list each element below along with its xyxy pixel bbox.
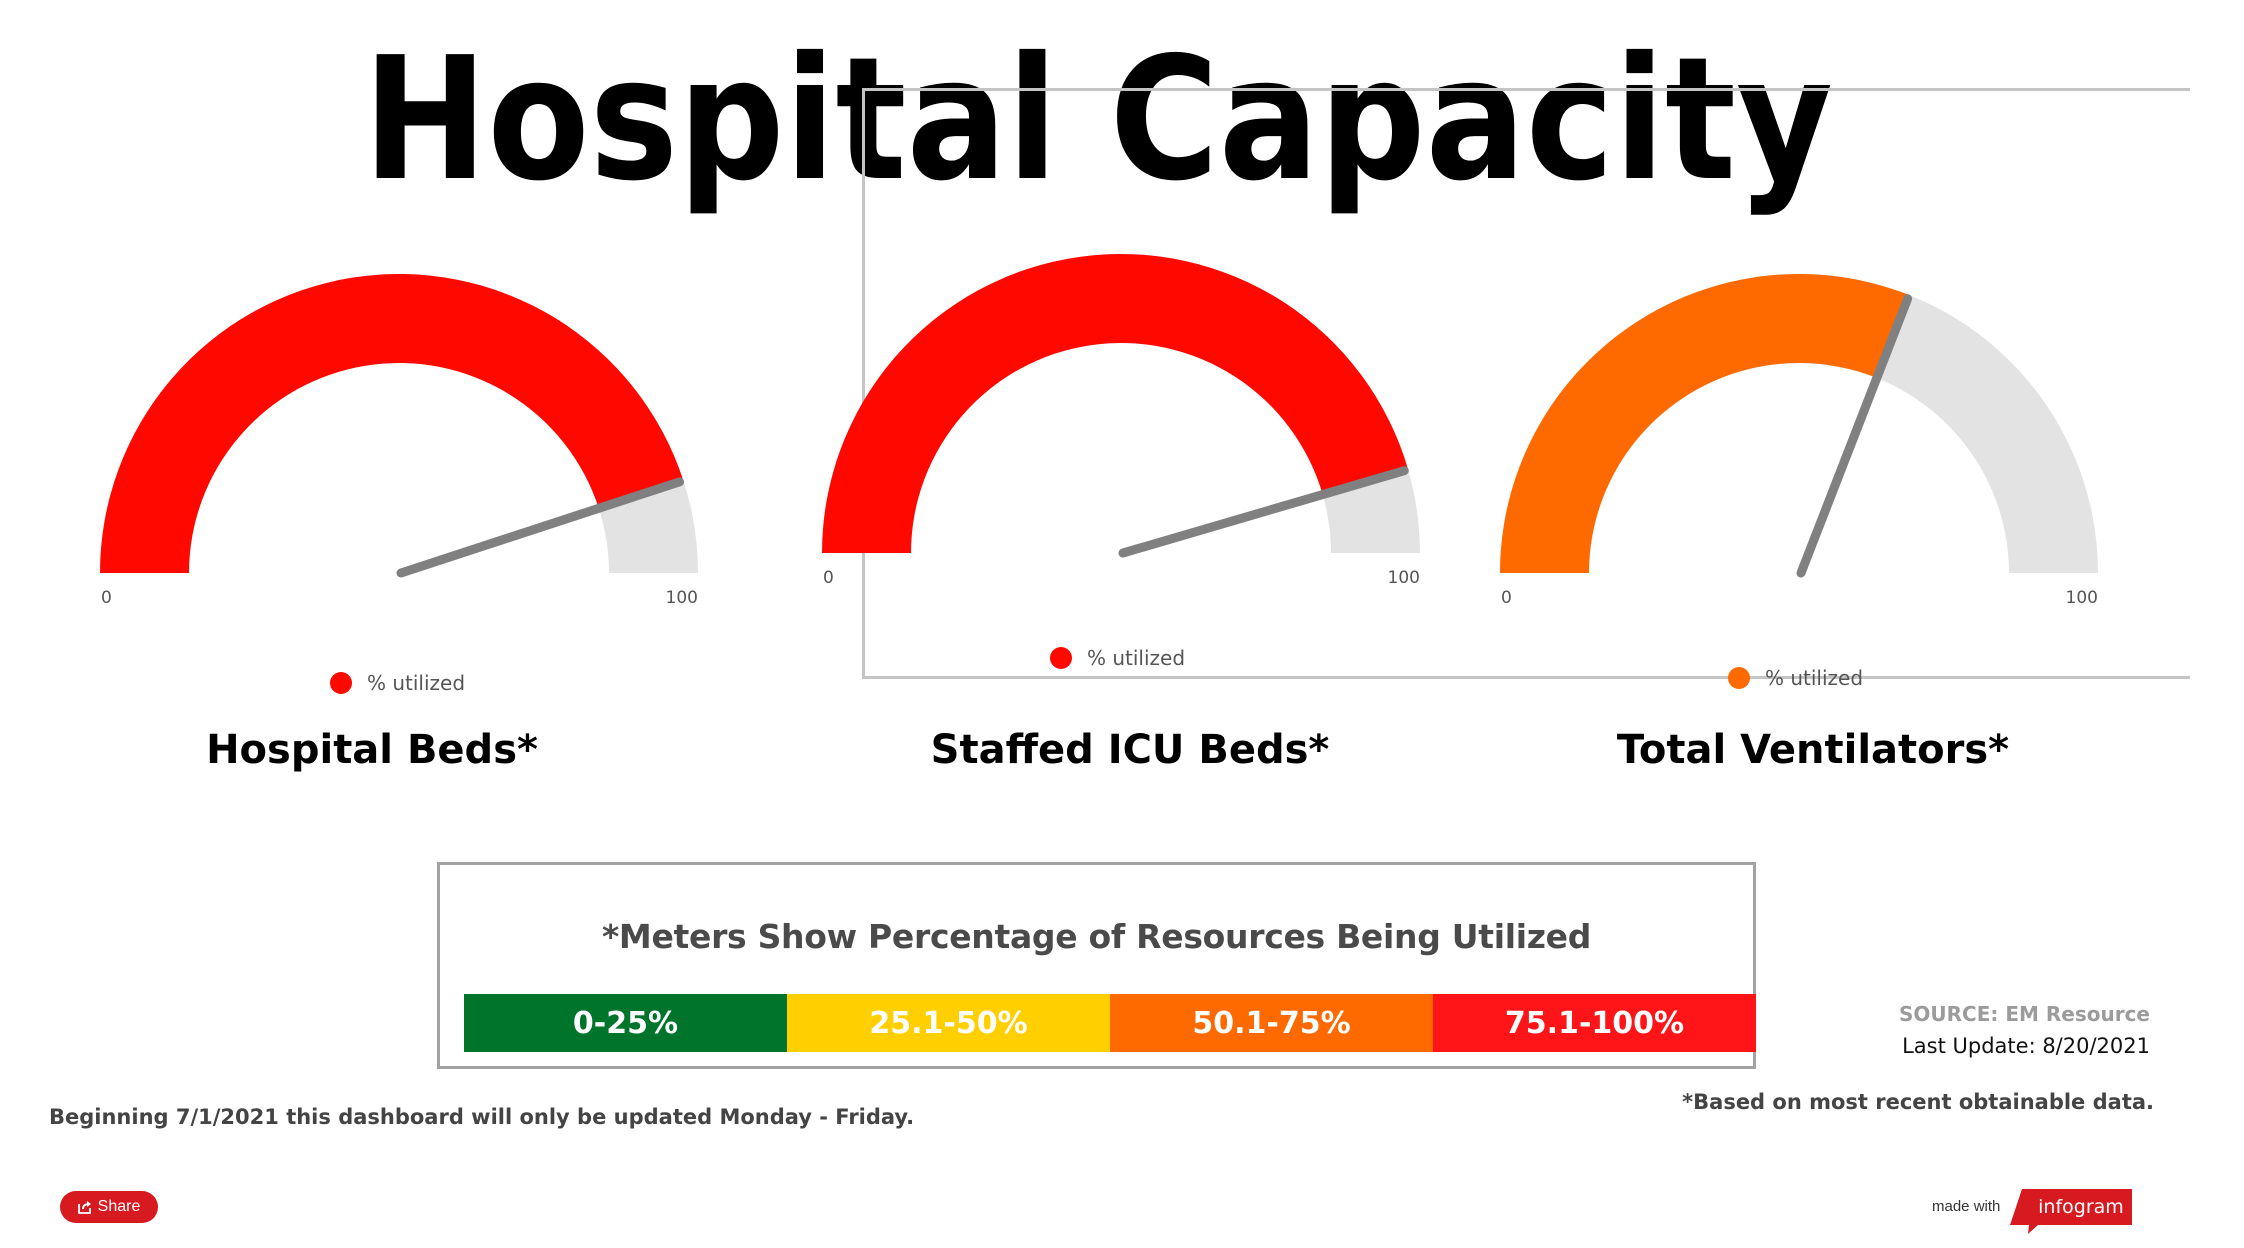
legend-band: 25.1-50% [787,994,1110,1052]
legend-heading: *Meters Show Percentage of Resources Bei… [601,917,1592,956]
gauge-min-label: 0 [823,568,834,588]
gauge-fill [100,274,684,573]
share-button[interactable]: Share [60,1191,158,1223]
legend-dot [1050,647,1072,669]
frame-bottom-line [862,676,2190,679]
gauge-ventilators: 0 100 % utilized [1500,274,2098,690]
infogram-brand-text: infogram [2038,1196,2124,1218]
legend-label: % utilized [367,671,465,695]
gauge-icu-beds: 0 100 % utilized [822,254,1420,670]
share-icon [77,1201,91,1214]
source-text: SOURCE: EM Resource [1898,1002,2150,1026]
gauge-needle [1796,294,1913,578]
infogram-logo[interactable]: infogram [2005,1185,2140,1237]
color-legend-box: *Meters Show Percentage of Resources Bei… [437,862,1756,1069]
legend-band: 50.1-75% [1110,994,1433,1052]
legend-dot [1728,667,1750,689]
page-title-svg: Hospital Capacity [363,21,1833,219]
gauge-min-label: 0 [101,588,112,608]
infogram-tag-shape [2010,1189,2132,1234]
gauge-needle [1118,466,1409,558]
gauge-max-label: 100 [1388,568,1420,588]
gauge-hospital-beds: 0 100 % utilized [100,274,698,695]
page-title: Hospital Capacity [363,21,1833,219]
gauge-fill [1500,274,1910,573]
update-schedule-notice: Beginning 7/1/2021 this dashboard will o… [49,1105,915,1129]
legend-label: % utilized [1087,646,1185,670]
legend-band-row: 0-25% 25.1-50% 50.1-75% 75.1-100% [464,994,1756,1052]
share-label: Share [97,1198,141,1215]
legend-band: 75.1-100% [1433,994,1756,1052]
legend-band: 0-25% [464,994,787,1052]
frame-top-line [863,88,2190,91]
gauge-title-ventilators: Total Ventilators* [1616,727,2010,773]
made-with-text: made with [1932,1198,2001,1215]
gauge-max-label: 100 [666,588,698,608]
gauges-canvas: 0 100 % utilized 0 100 % utilized 0 100 … [100,254,2098,695]
legend-label: % utilized [1765,666,1863,690]
last-update-text: Last Update: 8/20/2021 [1902,1034,2150,1058]
gauge-title-hospital-beds: Hospital Beds* [206,727,538,773]
data-note: *Based on most recent obtainable data. [1682,1090,2154,1114]
gauge-needle [396,477,685,578]
gauge-fill [822,254,1409,553]
gauge-title-icu-beds: Staffed ICU Beds* [930,727,1330,773]
frame-left-line [862,88,865,679]
legend-dot [330,672,352,694]
gauge-min-label: 0 [1501,588,1512,608]
gauge-max-label: 100 [2066,588,2098,608]
